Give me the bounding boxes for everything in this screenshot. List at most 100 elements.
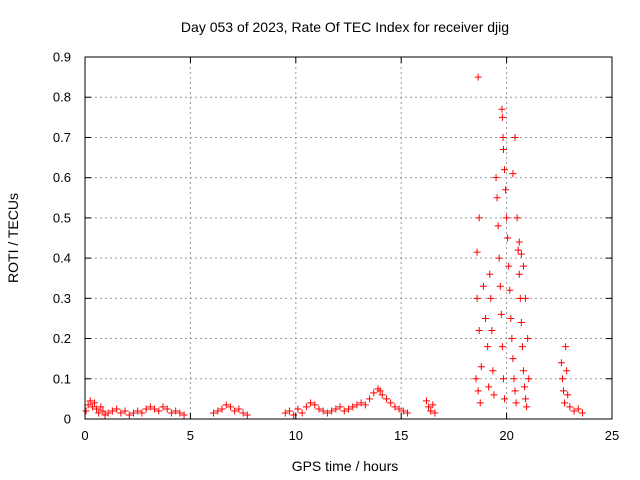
data-point	[475, 214, 483, 222]
data-point	[505, 262, 513, 270]
data-point	[476, 399, 484, 407]
data-point	[121, 407, 129, 415]
data-point	[509, 170, 517, 178]
data-point	[512, 399, 520, 407]
x-axis-title: GPS time / hours	[292, 458, 399, 474]
data-point	[510, 375, 518, 383]
data-point	[485, 383, 493, 391]
y-tick-label: 0.6	[53, 170, 71, 185]
data-point	[561, 399, 569, 407]
data-point	[525, 375, 533, 383]
x-tick-label: 15	[394, 428, 408, 443]
data-point	[429, 401, 437, 409]
data-point	[340, 407, 348, 415]
x-tick-label: 5	[187, 428, 194, 443]
data-point	[498, 343, 506, 351]
data-point	[475, 327, 483, 335]
data-point	[82, 407, 90, 415]
data-point	[566, 403, 574, 411]
data-point	[180, 411, 188, 419]
data-point	[235, 405, 243, 413]
data-point	[125, 411, 133, 419]
plot-frame	[84, 56, 613, 420]
data-point	[366, 395, 374, 403]
data-point	[117, 409, 125, 417]
data-point	[88, 403, 96, 411]
data-point	[513, 214, 521, 222]
data-point	[387, 399, 395, 407]
y-tick-label: 0.4	[53, 251, 71, 266]
data-point	[159, 403, 167, 411]
y-tick-label: 0	[64, 412, 71, 427]
data-point	[378, 391, 386, 399]
data-point	[522, 395, 530, 403]
data-point	[134, 407, 142, 415]
data-point	[500, 395, 508, 403]
data-point	[502, 186, 510, 194]
y-tick-label: 0.8	[53, 90, 71, 105]
data-point	[558, 375, 566, 383]
data-point	[521, 383, 529, 391]
x-tick-label: 10	[289, 428, 303, 443]
data-point	[472, 375, 480, 383]
data-point	[488, 327, 496, 335]
data-point	[570, 407, 578, 415]
data-point	[336, 403, 344, 411]
data-point	[214, 407, 222, 415]
data-point	[477, 363, 485, 371]
data-point	[391, 403, 399, 411]
data-point	[151, 405, 159, 413]
y-tick-label: 0.7	[53, 130, 71, 145]
data-point	[357, 399, 365, 407]
data-point	[474, 73, 482, 81]
data-point	[496, 282, 504, 290]
data-point	[395, 405, 403, 413]
data-point	[495, 254, 503, 262]
data-point	[503, 214, 511, 222]
data-point	[226, 403, 234, 411]
data-point	[522, 294, 530, 302]
data-point	[517, 318, 525, 326]
data-point	[349, 403, 357, 411]
data-point	[353, 401, 361, 409]
data-point	[155, 407, 163, 415]
data-point	[90, 399, 98, 407]
data-point	[564, 391, 572, 399]
data-point	[487, 294, 495, 302]
data-point	[506, 286, 514, 294]
data-point	[515, 270, 523, 278]
data-point	[328, 407, 336, 415]
data-point	[511, 387, 519, 395]
data-point	[95, 409, 103, 417]
data-point	[486, 270, 494, 278]
data-point	[146, 403, 154, 411]
data-point	[524, 335, 532, 343]
data-point	[239, 409, 247, 417]
data-point	[281, 409, 289, 417]
data-point	[484, 343, 492, 351]
y-tick-label: 0.3	[53, 291, 71, 306]
data-point	[499, 375, 507, 383]
data-point	[86, 397, 94, 405]
data-point	[560, 387, 568, 395]
data-point	[302, 403, 310, 411]
data-point	[514, 246, 522, 254]
y-tick-label: 0.9	[53, 50, 71, 65]
data-point	[431, 409, 439, 417]
data-point	[163, 405, 171, 413]
data-point	[498, 113, 506, 121]
data-point	[574, 405, 582, 413]
data-point	[404, 409, 412, 417]
data-point	[519, 262, 527, 270]
data-point	[399, 407, 407, 415]
y-tick-label: 0.2	[53, 331, 71, 346]
data-point	[563, 367, 571, 375]
data-point	[517, 250, 525, 258]
data-point	[493, 194, 501, 202]
data-point	[84, 401, 92, 409]
data-point	[108, 407, 116, 415]
data-point	[519, 367, 527, 375]
data-point	[494, 222, 502, 230]
data-point	[294, 405, 302, 413]
